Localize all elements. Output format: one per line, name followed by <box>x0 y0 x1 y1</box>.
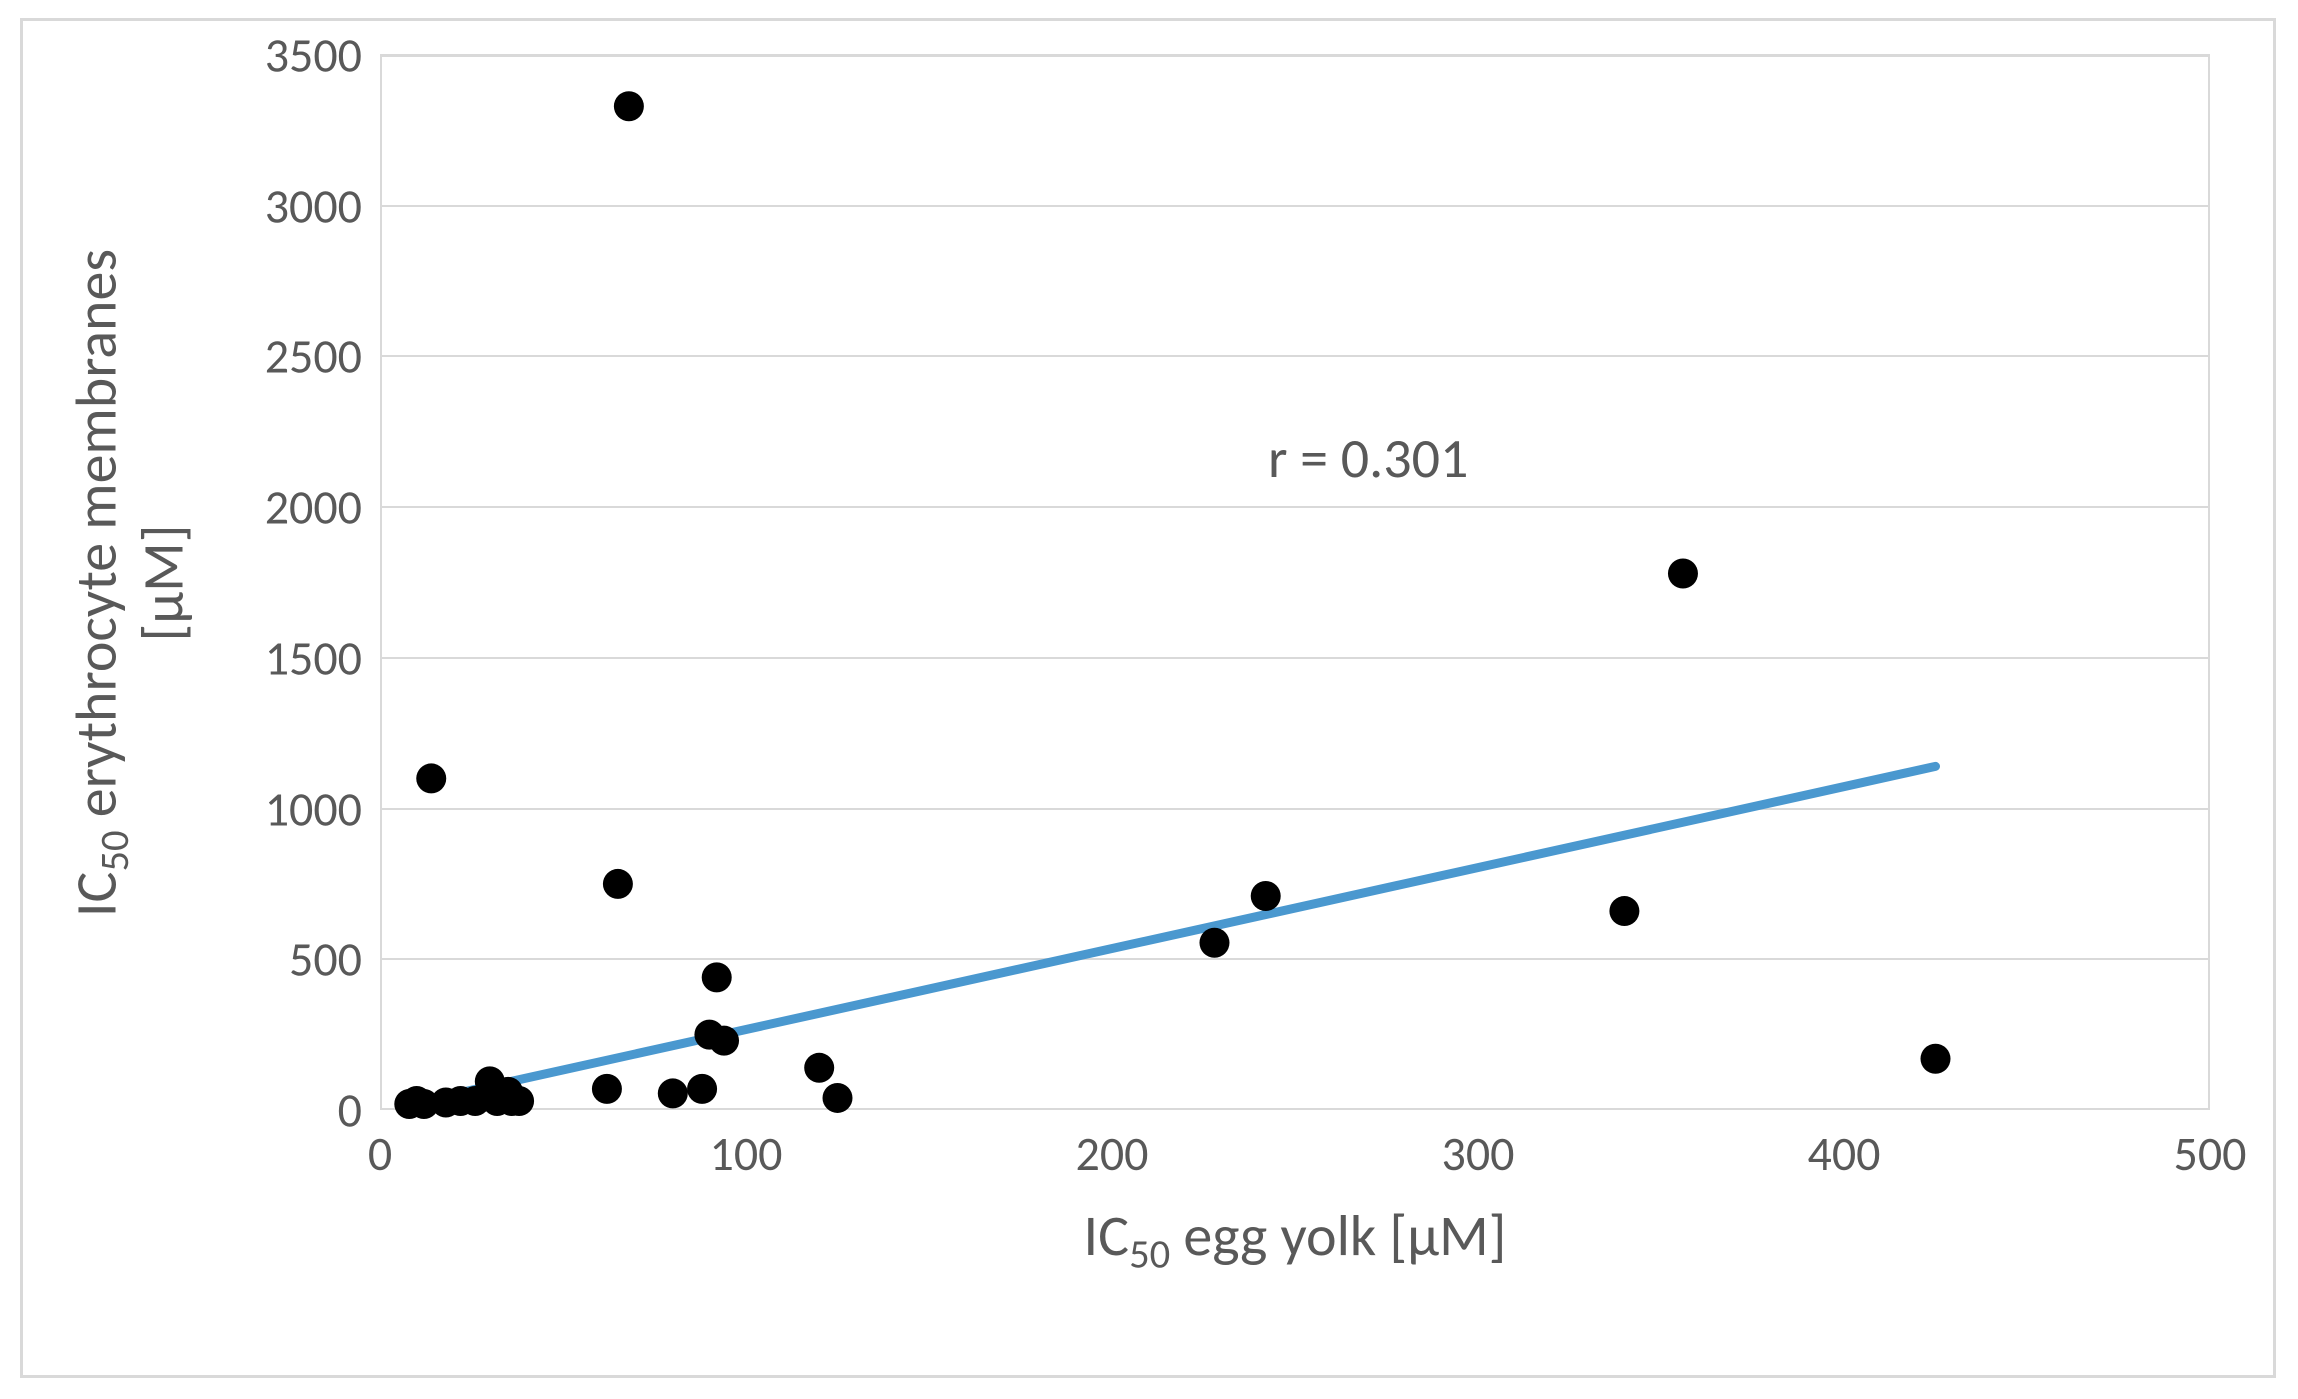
scatter-point <box>658 1078 688 1108</box>
scatter-point <box>603 869 633 899</box>
scatter-point <box>1668 558 1698 588</box>
scatter-point <box>702 962 732 992</box>
scatter-point <box>1251 881 1281 911</box>
scatter-point <box>709 1026 739 1056</box>
scatter-point <box>416 763 446 793</box>
scatter-point <box>687 1074 717 1104</box>
scatter-point <box>1921 1044 1951 1074</box>
scatter-point <box>592 1074 622 1104</box>
chart-svg-overlay <box>0 0 2298 1399</box>
scatter-point <box>1199 928 1229 958</box>
scatter-point <box>823 1083 853 1113</box>
scatter-point <box>1609 896 1639 926</box>
scatter-point <box>504 1086 534 1116</box>
trendline <box>409 766 1935 1104</box>
scatter-point <box>614 91 644 121</box>
scatter-point <box>804 1053 834 1083</box>
